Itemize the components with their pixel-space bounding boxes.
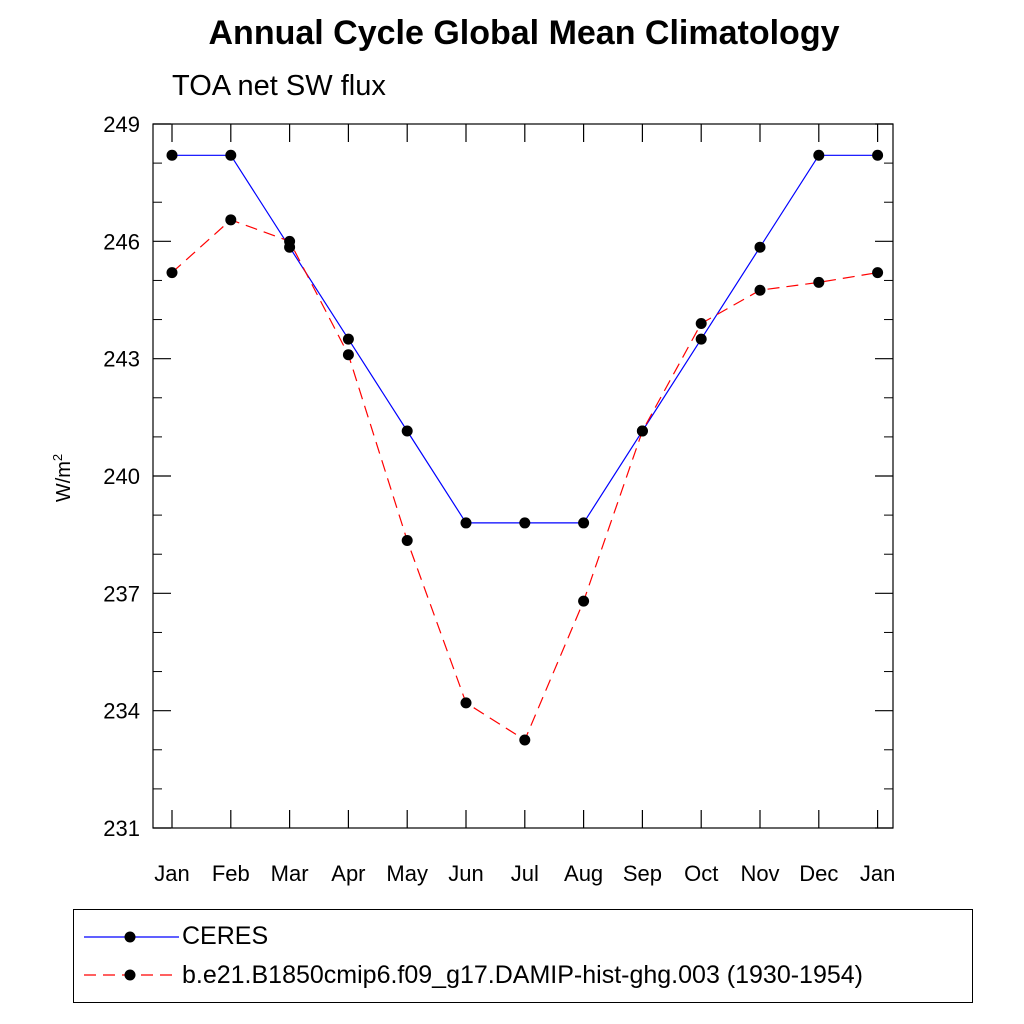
x-tick-label: Nov	[740, 861, 779, 886]
x-tick-label: Aug	[564, 861, 603, 886]
x-tick-label: Mar	[271, 861, 309, 886]
data-point-series-1	[813, 276, 825, 288]
x-tick-label: May	[386, 861, 428, 886]
x-tick-label: Jan	[860, 861, 895, 886]
legend-marker-model	[124, 969, 136, 981]
y-tick-label: 243	[103, 347, 140, 372]
data-point-series-0	[460, 517, 472, 529]
data-point-series-1	[519, 734, 531, 746]
x-tick-label: Jul	[511, 861, 539, 886]
data-point-series-1	[754, 284, 766, 296]
data-point-series-0	[872, 149, 884, 161]
x-tick-label: Apr	[331, 861, 365, 886]
data-point-series-0	[578, 517, 590, 529]
y-tick-label: 240	[103, 464, 140, 489]
y-tick-label: 237	[103, 581, 140, 606]
legend-label-model: b.e21.B1850cmip6.f09_g17.DAMIP-hist-ghg.…	[182, 961, 863, 989]
x-tick-label: Jan	[154, 861, 189, 886]
data-point-series-1	[284, 235, 296, 247]
data-point-series-0	[401, 425, 413, 437]
data-point-series-0	[225, 149, 237, 161]
data-point-series-0	[166, 149, 178, 161]
chart-subtitle: TOA net SW flux	[172, 70, 386, 102]
data-point-series-0	[519, 517, 531, 529]
x-tick-label: Jun	[448, 861, 483, 886]
data-point-series-0	[342, 333, 354, 345]
data-point-series-1	[872, 267, 884, 279]
data-point-series-0	[754, 241, 766, 253]
legend: CERES b.e21.B1850cmip6.f09_g17.DAMIP-his…	[73, 909, 973, 1003]
y-tick-label: 231	[103, 816, 140, 841]
legend-label-ceres: CERES	[182, 922, 269, 950]
data-point-series-1	[460, 697, 472, 709]
x-tick-label: Oct	[684, 861, 718, 886]
data-point-series-1	[636, 425, 648, 437]
data-point-series-0	[695, 333, 707, 345]
data-point-series-1	[401, 535, 413, 547]
y-axis-label: W/m2	[50, 454, 75, 502]
data-point-series-1	[342, 349, 354, 361]
data-point-series-0	[813, 149, 825, 161]
legend-marker-ceres	[124, 931, 136, 943]
y-tick-label: 249	[103, 112, 140, 137]
data-point-series-1	[166, 267, 178, 279]
data-point-series-1	[578, 595, 590, 607]
plot-frame	[152, 123, 894, 829]
x-tick-label: Dec	[799, 861, 838, 886]
y-tick-label: 234	[103, 699, 140, 724]
x-tick-label: Feb	[212, 861, 250, 886]
series-line-1	[171, 219, 878, 741]
data-point-series-1	[695, 317, 707, 329]
y-tick-label: 246	[103, 229, 140, 254]
series-line-0	[172, 154, 878, 524]
data-point-series-1	[225, 214, 237, 226]
legend-swatches	[84, 931, 179, 981]
x-tick-label: Sep	[623, 861, 662, 886]
chart-title: Annual Cycle Global Mean Climatology	[208, 14, 840, 52]
